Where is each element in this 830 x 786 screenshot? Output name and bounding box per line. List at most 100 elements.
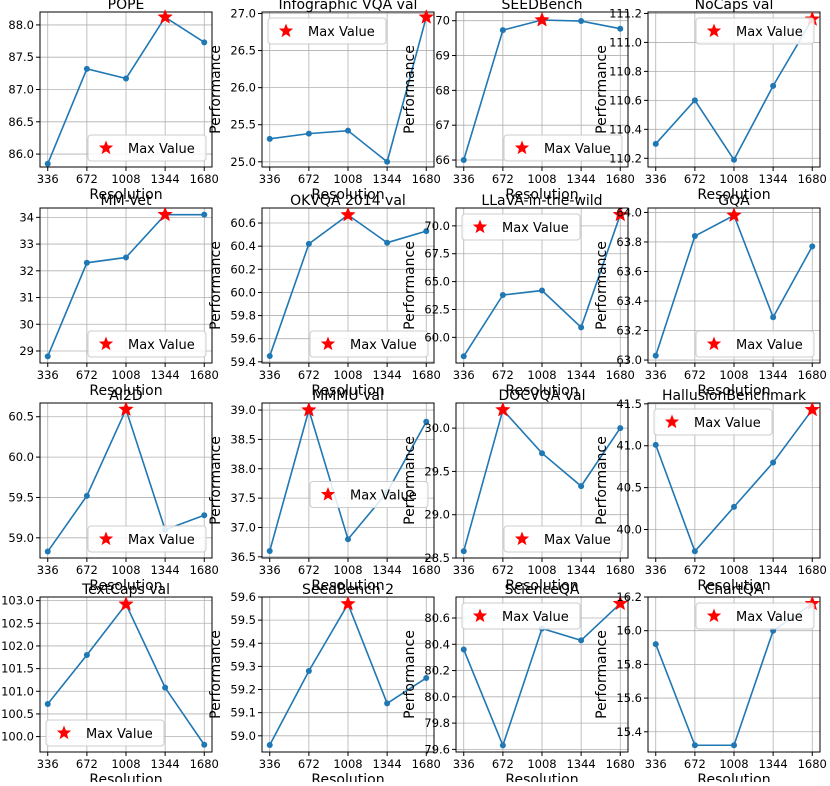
legend-label: Max Value	[308, 25, 375, 40]
y-tick-label-1: 59.1	[230, 706, 256, 720]
y-tick-label-4: 70	[435, 14, 450, 28]
subplot-14: 79.6 79.8 80.0 80.2 80.4 80.6 336 672 1008 1344 16…	[402, 582, 635, 786]
max-value-star	[340, 595, 356, 611]
x-tick-label-2: 1008	[527, 172, 556, 186]
subplot-4: 29 30 31 32 33 34 336 672 1008 1344 1680 MM-Vet Reso…	[0, 193, 219, 399]
y-tick-label-4: 16.2	[616, 590, 642, 604]
x-tick-label-0: 336	[37, 757, 59, 771]
y-tick-label-6: 103.0	[1, 594, 34, 608]
legend: Max Value	[695, 17, 815, 45]
x-tick-label-4: 1680	[412, 368, 441, 382]
y-axis-label: Performance	[208, 45, 224, 134]
subplot-title: MMMU val	[312, 388, 384, 404]
legend-label: Max Value	[128, 338, 195, 353]
y-tick-label-2: 59.2	[230, 683, 256, 697]
x-tick-label-2: 1008	[527, 757, 556, 771]
y-tick-label-0: 15.4	[616, 725, 642, 739]
x-axis-label: Resolution	[311, 187, 384, 203]
x-axis-label: Resolution	[697, 187, 770, 203]
x-axis-label: Resolution	[697, 383, 770, 399]
legend-label: Max Value	[350, 489, 417, 504]
data-point-4	[617, 425, 624, 432]
legend-box	[309, 330, 429, 358]
subplot-title: ChartQA	[704, 582, 763, 598]
x-axis-label: Resolution	[505, 187, 578, 203]
y-tick-label-6: 59.6	[230, 590, 256, 604]
subplot-15: 15.4 15.6 15.8 16.0 16.2 336 672 1008 1344 1680 Ch…	[594, 582, 827, 786]
x-tick-label-3: 1344	[372, 172, 401, 186]
x-tick-label-2: 1008	[333, 172, 362, 186]
x-tick-label-2: 1008	[333, 368, 362, 382]
x-axis-label: Resolution	[89, 772, 162, 782]
x-tick-label-1: 672	[684, 368, 706, 382]
legend-label: Max Value	[736, 610, 803, 625]
legend-label: Max Value	[86, 727, 153, 742]
x-tick-label-1: 672	[492, 563, 514, 577]
max-value-star	[157, 8, 173, 24]
y-axis-label: Performance	[594, 45, 610, 134]
data-point-3	[770, 82, 777, 89]
data-point-3	[162, 684, 169, 691]
y-tick-label-1: 40.5	[616, 481, 642, 495]
x-tick-label-3: 1344	[372, 368, 401, 382]
y-axis-label: Performance	[0, 630, 2, 719]
subplot-title: OKVQA 2014 val	[290, 193, 406, 209]
legend-star-icon	[472, 219, 488, 234]
max-value-star	[612, 206, 629, 222]
x-tick-label-4: 1680	[798, 172, 827, 186]
y-tick-label-5: 80.6	[424, 611, 450, 625]
y-tick-label-1: 86.5	[8, 115, 34, 129]
y-axis-label: Performance	[402, 241, 418, 330]
y-tick-label-2: 68	[435, 83, 450, 97]
x-tick-label-2: 1008	[527, 563, 556, 577]
x-tick-label-0: 336	[37, 368, 59, 382]
x-axis-label: Resolution	[505, 772, 578, 782]
legend-box	[695, 330, 815, 358]
y-tick-label-2: 80.0	[424, 690, 450, 704]
x-tick-label-4: 1680	[412, 172, 441, 186]
y-tick-label-5: 39.0	[230, 403, 256, 417]
y-tick-label-4: 88.0	[8, 18, 34, 32]
legend-box	[503, 134, 623, 162]
max-value-star	[534, 11, 550, 27]
data-point-2	[731, 156, 737, 163]
x-tick-label-1: 672	[76, 563, 98, 577]
y-tick-label-0: 59.0	[8, 531, 34, 545]
data-point-3	[770, 459, 777, 466]
x-tick-label-1: 672	[76, 172, 98, 186]
y-tick-label-4: 59.4	[230, 636, 256, 650]
y-tick-label-2: 26.0	[230, 81, 256, 95]
legend-label: Max Value	[502, 610, 569, 625]
x-tick-label-0: 336	[37, 563, 59, 577]
y-tick-label-2: 15.8	[616, 657, 642, 671]
subplot-title: Infographic VQA val	[279, 0, 418, 13]
subplot-title: SEEDBench	[501, 0, 582, 13]
x-axis-label: Resolution	[311, 772, 384, 782]
x-tick-label-4: 1680	[190, 368, 219, 382]
data-point-0	[652, 441, 659, 448]
legend-star-icon	[664, 414, 680, 429]
y-tick-label-1: 62.5	[424, 302, 450, 316]
data-point-2	[345, 536, 351, 543]
y-tick-label-4: 102.0	[1, 639, 34, 653]
data-point-3	[770, 314, 777, 321]
y-tick-label-0: 86.0	[8, 147, 34, 161]
data-point-1	[305, 240, 312, 247]
y-tick-label-1: 100.5	[1, 707, 34, 721]
legend-star-icon	[56, 725, 72, 740]
data-point-1	[305, 668, 312, 675]
y-tick-label-3: 69	[435, 49, 450, 63]
max-value-star	[118, 596, 134, 611]
y-tick-label-6: 60.6	[230, 216, 256, 230]
y-tick-label-3: 67.5	[424, 247, 450, 261]
legend-box	[267, 17, 387, 45]
data-point-1	[691, 233, 698, 240]
y-tick-label-2: 37.5	[230, 491, 256, 505]
y-tick-label-0: 79.6	[424, 742, 450, 756]
legend: Max Value	[267, 17, 387, 45]
x-tick-label-0: 336	[259, 368, 281, 382]
subplot-9: 36.5 37.0 37.5 38.0 38.5 39.0 336 672 1008 1344 16…	[208, 388, 441, 594]
max-value-star	[157, 206, 173, 222]
y-axis-label: Performance	[0, 241, 2, 330]
data-point-1	[691, 548, 698, 555]
